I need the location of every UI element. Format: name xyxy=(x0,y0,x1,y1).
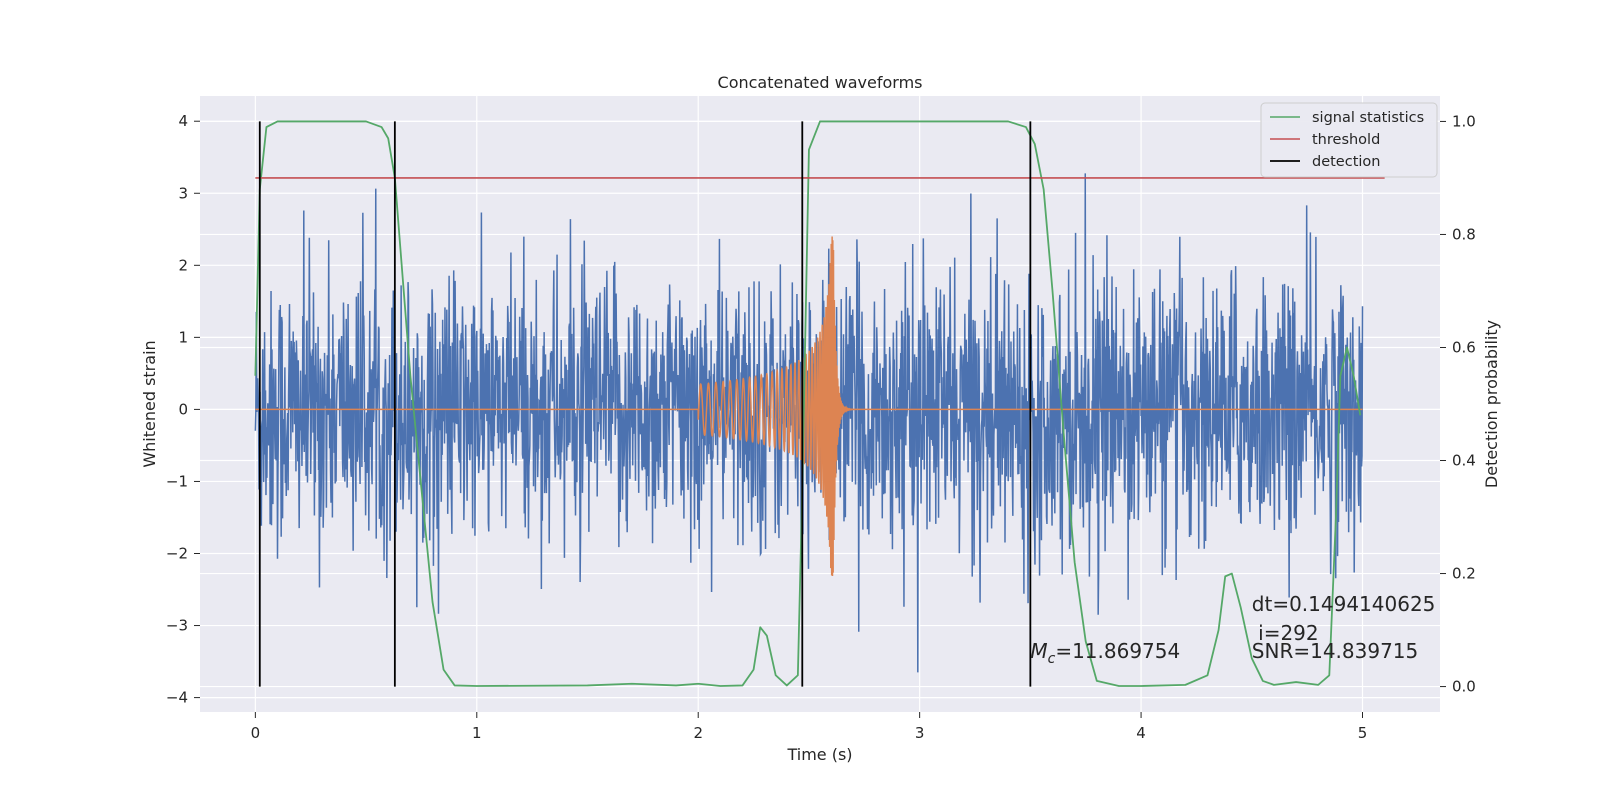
annotations: dt=0.1494140625 i=292 SNR=14.839715 Mc=1… xyxy=(1030,592,1435,667)
annotation-snr: SNR=14.839715 xyxy=(1252,639,1418,663)
legend-label-detection: detection xyxy=(1312,154,1380,170)
legend: signal statistics threshold detection xyxy=(1260,102,1438,178)
x-tick-label-3: 3 xyxy=(915,724,925,742)
injection-trace xyxy=(255,236,1363,577)
chirp-mass-value: =11.869754 xyxy=(1055,639,1180,663)
right-axis-series xyxy=(254,120,1385,687)
y2-tick-label-2: 0.4 xyxy=(1452,452,1476,470)
y-tick-label-1: −3 xyxy=(166,617,188,635)
chirp-mass-subscript: c xyxy=(1048,651,1056,667)
chirp-mass-symbol: M xyxy=(1030,639,1047,663)
y2-tick-label-4: 0.8 xyxy=(1452,225,1476,243)
tick-marks xyxy=(194,120,1446,718)
x-tick-label-2: 2 xyxy=(693,724,703,742)
x-tick-label-4: 4 xyxy=(1136,724,1146,742)
y2-tick-label-0: 0.0 xyxy=(1452,678,1476,696)
y-tick-label-5: 1 xyxy=(178,328,188,346)
y2-tick-label-5: 1.0 xyxy=(1452,112,1476,130)
y-tick-label-7: 3 xyxy=(178,184,188,202)
x-axis-label: Time (s) xyxy=(786,745,852,764)
annotation-chirp-mass: Mc=11.869754 xyxy=(1030,639,1180,667)
annotation-dt: dt=0.1494140625 xyxy=(1252,592,1436,616)
y-tick-label-0: −4 xyxy=(166,689,188,707)
y-tick-label-2: −2 xyxy=(166,544,188,562)
y-tick-label-3: −1 xyxy=(166,472,188,490)
tick-labels: 0 1 2 3 4 5 −4 −3 −2 −1 0 1 2 3 4 0.0 0.2 0.4 0.6 0.8 1.0 xyxy=(166,112,1476,742)
legend-label-signal-statistics: signal statistics xyxy=(1312,110,1424,126)
legend-box xyxy=(1260,102,1438,178)
legend-label-threshold: threshold xyxy=(1312,132,1380,148)
chart-title: Concatenated waveforms xyxy=(718,73,923,92)
x-tick-label-5: 5 xyxy=(1358,724,1368,742)
x-tick-label-0: 0 xyxy=(251,724,261,742)
y-tick-label-4: 0 xyxy=(178,400,188,418)
injection-trace-line xyxy=(255,236,1363,577)
y2-axis-label: Detection probability xyxy=(1482,320,1501,488)
annotation-index: i=292 xyxy=(1252,621,1319,645)
y2-tick-label-3: 0.6 xyxy=(1452,338,1476,356)
y-axis-label: Whitened strain xyxy=(140,340,159,467)
y-tick-label-6: 2 xyxy=(178,256,188,274)
signal-statistics-line xyxy=(254,120,1362,687)
y2-tick-label-1: 0.2 xyxy=(1452,565,1476,583)
y-tick-label-8: 4 xyxy=(178,112,188,130)
x-tick-label-1: 1 xyxy=(472,724,482,742)
